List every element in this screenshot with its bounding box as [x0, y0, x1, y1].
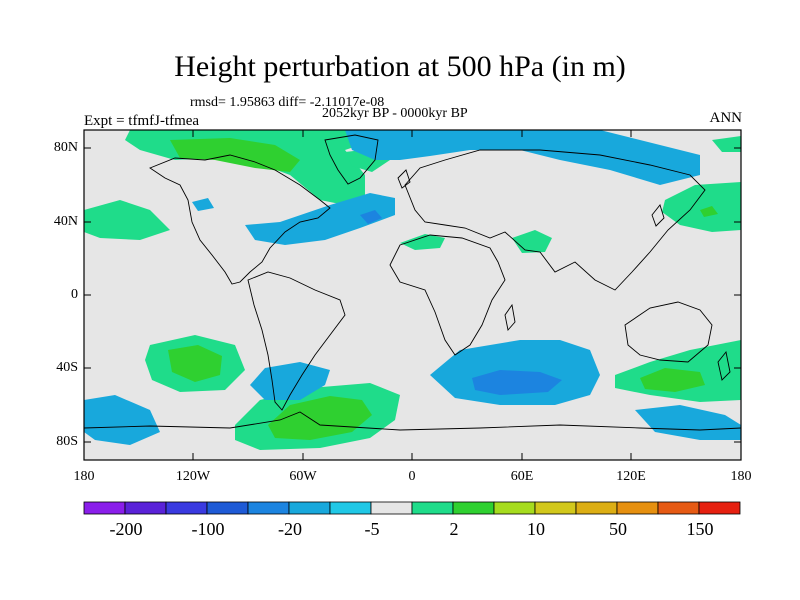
- coastline-japan: [651, 204, 665, 227]
- colorbar-swatch: [534, 501, 577, 515]
- coastline-madagascar: [504, 303, 516, 331]
- colorbar-swatch: [616, 501, 659, 515]
- colorbar-swatch: [493, 501, 536, 515]
- xlabel-120e: 120E: [616, 469, 646, 484]
- experiment-label: Expt = tfmfJ-tfmea: [84, 113, 200, 129]
- colorbar-label-50: 50: [609, 519, 627, 539]
- colorbar-swatch: [83, 501, 126, 515]
- season-label: ANN: [709, 110, 743, 126]
- colorbar-swatch: [411, 501, 454, 515]
- colorbar-swatch: [575, 501, 618, 515]
- contour-pos-mediterranean: [400, 234, 445, 250]
- map-title: Height perturbation at 500 hPa (in m): [174, 50, 626, 83]
- axis-ticks: [84, 130, 741, 460]
- colorbar-swatch: [206, 501, 249, 515]
- colorbar-label-neg20: -20: [278, 519, 302, 539]
- colorbar-swatch: [165, 501, 208, 515]
- colorbar: [83, 501, 741, 515]
- colorbar-label-150: 150: [686, 519, 714, 539]
- contour-neg-southeast-pacific: [250, 362, 330, 400]
- contour-neg-south-pacific-west: [635, 405, 741, 440]
- ylabel-80n: 80N: [53, 140, 78, 155]
- coastline-new-zealand: [717, 350, 731, 381]
- colorbar-label-neg5: -5: [364, 519, 380, 539]
- contour-pos-north-pacific: [662, 182, 741, 232]
- xlabel-180-right: 180: [730, 469, 752, 484]
- xlabel-60e: 60E: [510, 469, 534, 484]
- coastline-australia: [624, 301, 713, 363]
- coastline-north-america: [149, 154, 331, 285]
- xlabel-60w: 60W: [289, 469, 317, 484]
- period-text: 2052kyr BP - 0000kyr BP: [322, 106, 468, 121]
- contour-pos2-arctic-canada: [170, 138, 300, 172]
- ylabel-80s: 80S: [56, 434, 78, 449]
- xlabel-0: 0: [408, 469, 416, 484]
- colorbar-swatch: [329, 501, 372, 515]
- colorbar-label-2: 2: [449, 519, 459, 539]
- coastline-eurasia: [404, 149, 706, 291]
- coastline-south-america: [247, 271, 346, 411]
- coastline-uk: [397, 169, 411, 189]
- contour-fields: [84, 130, 741, 450]
- contour-neg-east-pacific: [192, 198, 214, 211]
- colorbar-swatch: [370, 501, 413, 515]
- ylabel-0: 0: [71, 287, 78, 302]
- colorbar-swatch: [698, 501, 741, 515]
- contour-neg-arctic-eurasia: [345, 130, 700, 185]
- contour-neg2-north-atlantic: [360, 210, 382, 224]
- xlabel-180-left: 180: [73, 469, 95, 484]
- contour-pos2-south-australia: [640, 368, 705, 392]
- xlabel-120w: 120W: [175, 469, 211, 484]
- colorbar-swatch: [288, 501, 331, 515]
- ylabel-40s: 40S: [56, 360, 78, 375]
- colorbar-swatch: [657, 501, 700, 515]
- contour-pos-arctic-east: [712, 136, 741, 152]
- contour-neg-north-atlantic: [245, 193, 395, 245]
- contour-pos2-south-pacific: [168, 345, 222, 382]
- coastline-africa: [389, 234, 506, 356]
- colorbar-label-neg200: -200: [109, 519, 143, 539]
- coastlines: [84, 134, 741, 431]
- colorbar-label-neg100: -100: [191, 519, 225, 539]
- contour-pos2-north-pacific: [700, 206, 718, 217]
- contour-neg2-south-indian-ocean: [472, 370, 562, 395]
- colorbar-label-10: 10: [527, 519, 545, 539]
- coastline-antarctica: [84, 411, 741, 431]
- contour-pos-northwest-atlantic: [84, 200, 170, 240]
- colorbar-swatch: [247, 501, 290, 515]
- ylabel-40n: 40N: [53, 214, 78, 229]
- colorbar-swatch: [124, 501, 167, 515]
- colorbar-swatch: [452, 501, 495, 515]
- contour-pos2-southern-ocean: [268, 396, 372, 440]
- contour-neg-antarctic: [84, 395, 160, 445]
- stats-text: rmsd= 1.95863 diff= -2.11017e-08: [190, 95, 385, 110]
- coastline-greenland: [324, 134, 379, 185]
- map-background: [84, 130, 741, 460]
